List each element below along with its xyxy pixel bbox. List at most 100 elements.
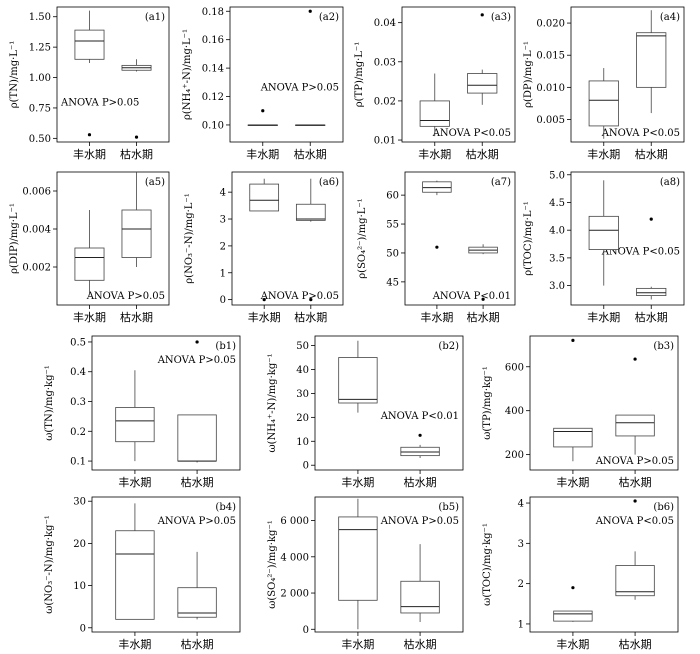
y-tick-label: 4.0 (549, 226, 565, 237)
iqr-box (467, 73, 498, 94)
box-wet-season (553, 586, 593, 622)
x-category-label: 枯水期 (635, 147, 668, 161)
y-tick-label: 3 (518, 539, 524, 550)
panel-b4: 0 10 20 30 ω(NO₃⁻-N)/mg·kg⁻¹ (b4) ANOVA P>0.05… (44, 496, 241, 651)
y-tick-label: 2 (518, 579, 524, 590)
y-axis-label: ρ(NO₃⁻-N)/mg·L⁻¹ (184, 193, 195, 283)
box-wet-season (74, 10, 105, 137)
x-category-label: 丰水期 (118, 476, 151, 489)
x-category-label: 枯水期 (181, 637, 214, 651)
box-wet-season (588, 68, 619, 139)
x-category-label: 枯水期 (181, 475, 214, 489)
panel-b3: 200 400 600 ω(TP)/mg·kg⁻¹ (b3) ANOVA P>0.05 丰水… (482, 335, 679, 489)
x-category-label: 枯水期 (467, 310, 500, 324)
y-tick-label: 0.14 (202, 64, 224, 75)
panel-label: (a3) (491, 12, 511, 23)
iqr-box (553, 610, 593, 622)
plot-frame (529, 496, 679, 633)
y-tick-label: 0.16 (202, 35, 224, 46)
y-tick-label: 0.010 (536, 83, 565, 94)
box-wet-season (419, 73, 450, 137)
x-category-label: 丰水期 (556, 476, 589, 489)
y-tick-label: 0 (220, 295, 226, 306)
anova-annotation: ANOVA P<0.05 (601, 246, 680, 257)
y-tick-label: 0.3 (70, 397, 86, 408)
y-tick-label: 20 (296, 413, 309, 424)
panel-label: (b2) (438, 341, 459, 352)
y-tick-label: 0 (80, 623, 86, 634)
y-tick-label: 0.4 (70, 367, 86, 378)
iqr-box (615, 565, 655, 597)
y-tick-label: 3.5 (549, 253, 565, 264)
box-wet-season (588, 180, 619, 286)
y-tick-label: 0.04 (374, 18, 396, 29)
panel-b2: 0 10 20 30 40 50 ω(NH₄⁺-N)/mg·kg⁻¹ (b2) ANOVA P<… (267, 335, 464, 489)
y-axis-label: ω(TN)/mg·kg⁻¹ (44, 365, 55, 441)
outlier-point (308, 9, 312, 13)
y-axis-label: ρ(TOC)/mg·L⁻¹ (523, 201, 534, 276)
y-tick-label: 30 (73, 497, 86, 508)
y-tick-label: 0.10 (202, 120, 224, 131)
y-tick-label: 0.75 (29, 103, 51, 114)
box-wet-season (74, 210, 105, 296)
box-dry-season (177, 551, 217, 620)
iqr-box (400, 446, 440, 457)
plot-frame (401, 6, 516, 143)
y-tick-label: 3.0 (549, 281, 565, 292)
panel-a3: 0.01 0.02 0.03 0.04 ρ(TP)/mg·L⁻¹ (a3) ANOVA P<… (354, 6, 516, 161)
iqr-box (121, 209, 152, 258)
anova-annotation: ANOVA P<0.01 (432, 291, 511, 302)
plot-frame (570, 171, 685, 306)
iqr-box (553, 427, 593, 448)
plot-frame (229, 6, 344, 143)
iqr-box (636, 287, 667, 296)
x-category-label: 丰水期 (420, 311, 453, 324)
box-dry-season (295, 178, 326, 302)
outlier-point (571, 338, 575, 342)
box-dry-season (636, 217, 667, 300)
y-tick-label: 4.5 (549, 198, 565, 209)
outlier-point (309, 298, 313, 302)
y-tick-label: 0.5 (70, 337, 86, 348)
y-tick-label: 6 000 (280, 516, 309, 527)
iqr-box (615, 414, 655, 437)
plot-frame (570, 6, 685, 143)
y-tick-label: 600 (505, 362, 524, 373)
y-tick-label: 0.020 (536, 19, 565, 30)
x-category-label: 丰水期 (341, 638, 374, 651)
y-tick-label: 0.03 (374, 57, 396, 68)
y-tick-label: 0.006 (22, 187, 51, 198)
anova-annotation: ANOVA P>0.05 (595, 456, 674, 467)
iqr-box (588, 80, 619, 127)
x-category-label: 丰水期 (248, 311, 281, 324)
outlier-point (195, 340, 199, 344)
outlier-point (633, 499, 637, 503)
y-tick-label: 1.50 (29, 12, 51, 23)
x-category-label: 枯水期 (294, 310, 327, 324)
y-tick-label: 60 (386, 191, 399, 202)
y-tick-label: 30 (296, 389, 309, 400)
y-tick-label: 0.01 (374, 136, 396, 147)
plot-frame (91, 335, 241, 471)
y-tick-label: 400 (505, 406, 524, 417)
panel-label: (a6) (319, 177, 339, 188)
iqr-box (295, 203, 326, 221)
box-wet-season (338, 340, 378, 413)
x-category-label: 枯水期 (619, 475, 652, 489)
anova-annotation: ANOVA P<0.01 (380, 411, 459, 422)
y-tick-label: 0 (303, 461, 309, 472)
box-wet-season (249, 178, 280, 302)
anova-annotation: ANOVA P>0.05 (260, 291, 339, 302)
panel-label: (a8) (660, 177, 680, 188)
x-category-label: 丰水期 (418, 148, 451, 161)
y-tick-label: 0.1 (70, 457, 86, 468)
y-axis-label: ρ(DIP)/mg·L⁻¹ (9, 203, 20, 274)
panel-label: (b3) (653, 341, 674, 352)
plot-frame (91, 496, 241, 633)
y-tick-label: 0.2 (70, 427, 86, 438)
y-axis-label: ρ(SO₄²⁻)/mg·L⁻¹ (357, 198, 368, 278)
